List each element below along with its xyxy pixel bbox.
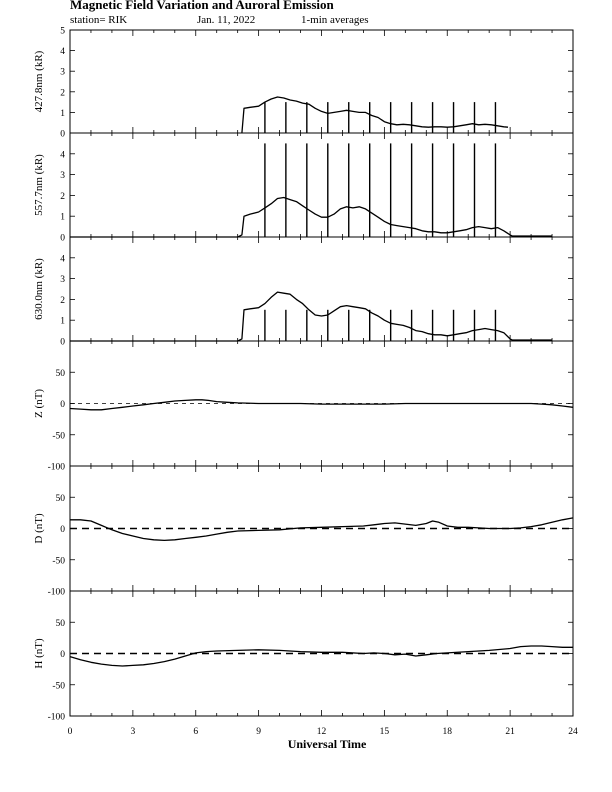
y-tick-label: -50 bbox=[52, 681, 65, 691]
y-tick-label: 0 bbox=[60, 525, 65, 535]
y-tick-label: 3 bbox=[60, 68, 65, 78]
panel-630: 0 1 2 3 4 630.0nm (kR) bbox=[33, 236, 574, 348]
series-line-H bbox=[69, 645, 573, 667]
y-tick-label: 50 bbox=[56, 619, 66, 629]
y-tick-label: -100 bbox=[48, 588, 66, 598]
y-tick-label: 1 bbox=[60, 317, 65, 327]
series-line-557 bbox=[70, 196, 552, 238]
y-axis-label: D (nT) bbox=[33, 513, 45, 544]
y-tick-label: 3 bbox=[60, 275, 65, 285]
y-axis-label: Z (nT) bbox=[33, 389, 45, 418]
series-line-427 bbox=[241, 96, 509, 134]
y-tick-label: 0 bbox=[60, 400, 65, 410]
y-tick-label: 1 bbox=[60, 213, 65, 223]
x-tick-label: 6 bbox=[193, 727, 198, 737]
x-tick-label: 21 bbox=[505, 727, 515, 737]
x-tick-label: 18 bbox=[443, 727, 453, 737]
y-tick-label: 5 bbox=[60, 27, 65, 37]
y-axis-label: 427.8nm (kR) bbox=[33, 50, 45, 112]
y-tick-label: 2 bbox=[60, 296, 65, 306]
y-tick-label: 3 bbox=[60, 171, 65, 181]
x-tick-label: 9 bbox=[256, 727, 261, 737]
panel-frame bbox=[69, 29, 574, 134]
y-tick-label: -50 bbox=[52, 431, 65, 441]
panel-frame bbox=[69, 132, 574, 238]
y-tick-label: 2 bbox=[60, 192, 65, 202]
panel-H: -100 -50 0 50 H (nT) bbox=[33, 590, 574, 723]
y-tick-label: 2 bbox=[60, 88, 65, 98]
x-tick-label: 15 bbox=[380, 727, 390, 737]
chart-title: Magnetic Field Variation and Auroral Emi… bbox=[70, 0, 335, 12]
y-axis-label: 630.0nm (kR) bbox=[33, 258, 45, 320]
y-tick-label: 4 bbox=[60, 150, 65, 160]
x-axis: 0 3 6 9 12 15 18 21 24 bbox=[68, 727, 578, 737]
y-tick-label: 1 bbox=[60, 109, 65, 119]
y-tick-label: 50 bbox=[56, 369, 66, 379]
x-tick-label: 3 bbox=[131, 727, 136, 737]
y-tick-label: 0 bbox=[60, 338, 65, 348]
y-axis-label: H (nT) bbox=[33, 638, 45, 669]
x-tick-label: 24 bbox=[568, 727, 578, 737]
y-tick-label: -100 bbox=[48, 713, 66, 723]
panel-557: 0 1 2 3 4 557.7nm (kR) bbox=[33, 132, 574, 244]
panel-Z: -100 -50 0 50 Z (nT) bbox=[33, 340, 574, 473]
panel-frame bbox=[69, 236, 574, 342]
panel-427: 0 1 2 3 4 5 427.8nm (kR) bbox=[33, 27, 574, 140]
panels: 0 1 2 3 4 5 427.8nm (kR) 0 1 2 3 4 557.7nm (kR) 0 1 2 3 4… bbox=[33, 27, 574, 723]
series-line-D bbox=[70, 517, 574, 542]
x-tick-label: 0 bbox=[68, 727, 73, 737]
averaging-label: 1-min averages bbox=[301, 14, 369, 26]
y-axis-label: 557.7nm (kR) bbox=[33, 154, 45, 216]
series-line-630 bbox=[70, 291, 552, 342]
y-tick-label: -50 bbox=[52, 556, 65, 566]
series-line-Z bbox=[69, 399, 574, 411]
x-tick-label: 12 bbox=[317, 727, 327, 737]
panel-D: -100 -50 0 50 D (nT) bbox=[33, 465, 574, 598]
y-tick-label: 0 bbox=[60, 130, 65, 140]
y-tick-label: 4 bbox=[60, 47, 65, 57]
x-axis-label: Universal Time bbox=[288, 737, 367, 751]
y-tick-label: 0 bbox=[60, 650, 65, 660]
y-tick-label: -100 bbox=[48, 463, 66, 473]
station-label: station= RIK bbox=[70, 14, 127, 26]
date-label: Jan. 11, 2022 bbox=[197, 14, 255, 26]
y-tick-label: 50 bbox=[56, 494, 66, 504]
y-tick-label: 4 bbox=[60, 254, 65, 264]
y-tick-label: 0 bbox=[60, 234, 65, 244]
